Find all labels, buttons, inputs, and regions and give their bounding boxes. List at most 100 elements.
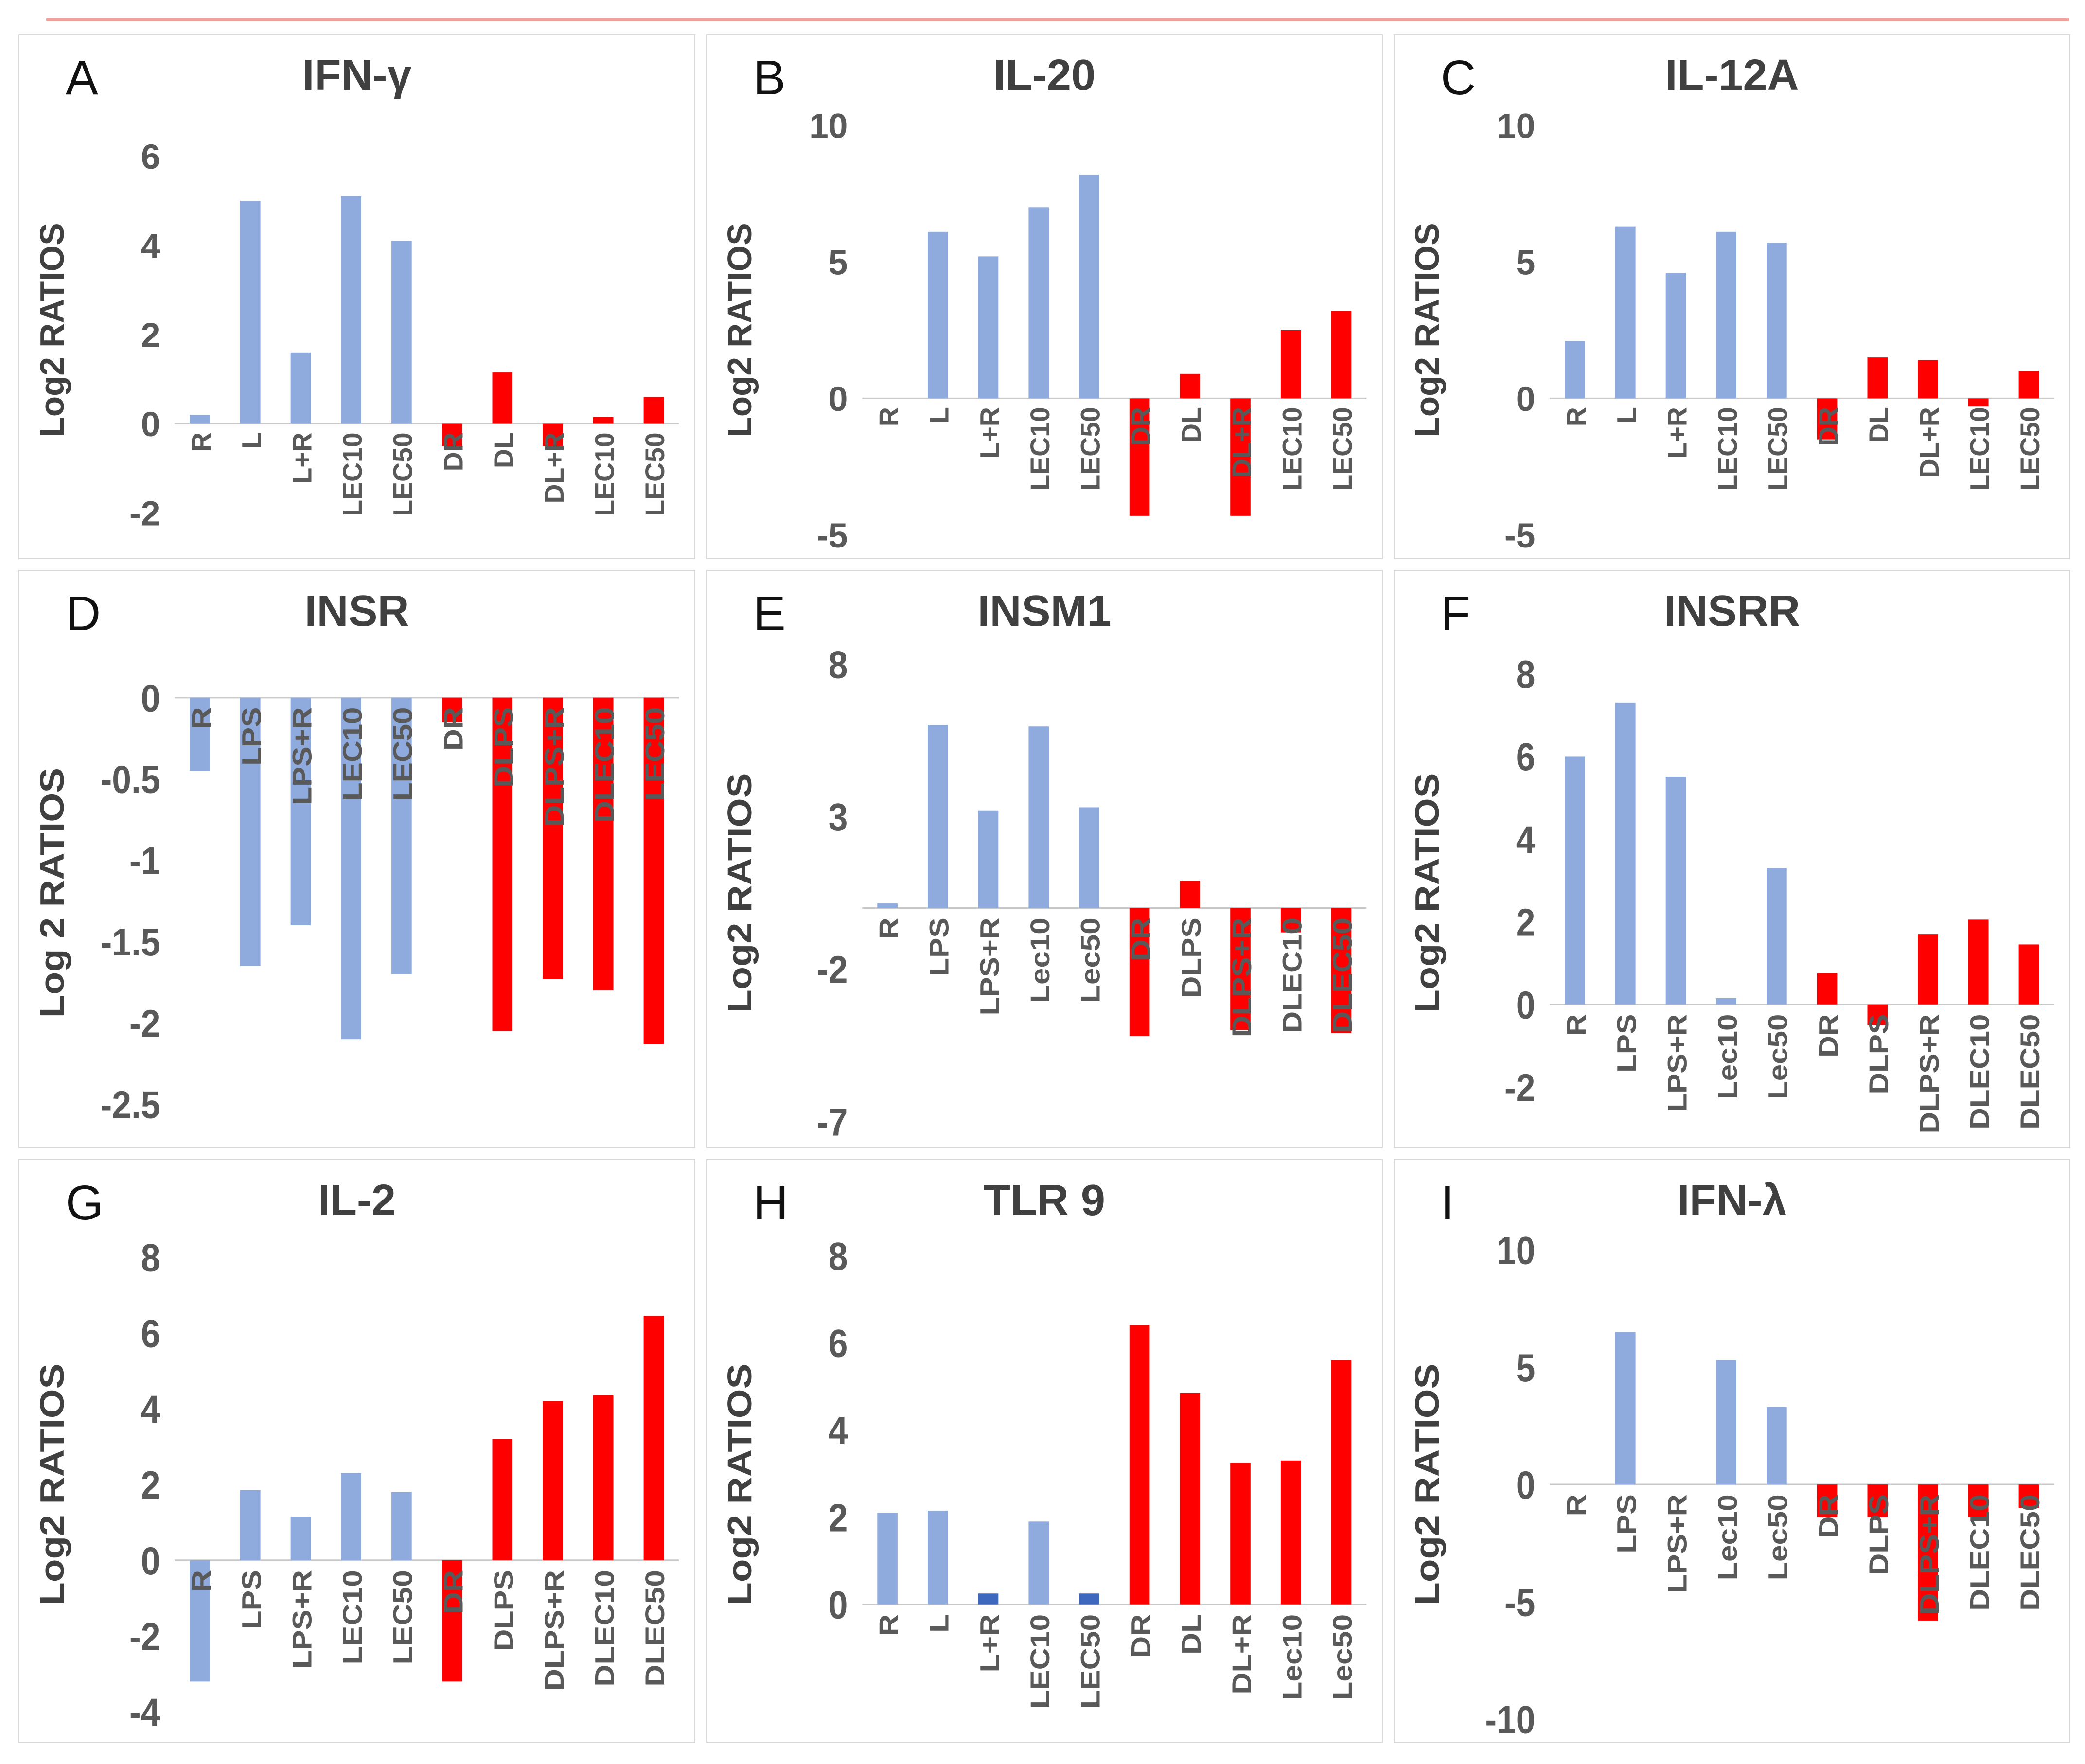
svg-text:LPS+R: LPS+R bbox=[1662, 1494, 1693, 1593]
svg-text:Log 2 RATIOS: Log 2 RATIOS bbox=[33, 768, 71, 1018]
svg-text:LPS: LPS bbox=[1611, 1494, 1642, 1553]
svg-text:10: 10 bbox=[1497, 1229, 1535, 1273]
svg-text:Lec50: Lec50 bbox=[1076, 917, 1106, 1003]
chart-title: IL-12A bbox=[1665, 51, 1799, 100]
svg-text:LEC50: LEC50 bbox=[388, 1570, 418, 1664]
svg-text:0: 0 bbox=[1516, 984, 1536, 1027]
svg-text:DLPS+R: DLPS+R bbox=[540, 707, 569, 827]
chart-title: IL-2 bbox=[318, 1176, 396, 1225]
svg-text:DLEC10: DLEC10 bbox=[1965, 1014, 1995, 1129]
panel-letter: H bbox=[753, 1176, 789, 1230]
svg-text:DLEC50: DLEC50 bbox=[2015, 1494, 2046, 1611]
svg-text:LEC50: LEC50 bbox=[1763, 407, 1793, 491]
chart-panel-ifn-gamma: A IFN-γ Log2 RATIOS 6 4 2 0 -2 R L L+R LEC10 LEC50… bbox=[18, 34, 695, 559]
svg-text:Log2 RATIOS: Log2 RATIOS bbox=[721, 1363, 759, 1605]
svg-text:5: 5 bbox=[1516, 1346, 1536, 1390]
svg-text:8: 8 bbox=[829, 1235, 848, 1279]
svg-text:DL: DL bbox=[1176, 407, 1206, 443]
svg-text:DR: DR bbox=[1813, 1494, 1844, 1538]
svg-text:Log2 RATIOS: Log2 RATIOS bbox=[33, 223, 71, 437]
panel-letter: A bbox=[66, 51, 98, 105]
chart-panel-insr: D INSR Log 2 RATIOS 0 -0.5 -1 -1.5 -2 -2.5 R LPS… bbox=[18, 570, 695, 1148]
svg-text:LEC10: LEC10 bbox=[589, 432, 619, 516]
svg-text:DR: DR bbox=[1126, 917, 1156, 961]
chart-title: IL-20 bbox=[993, 51, 1096, 100]
chart-panel-il-20: B IL-20 Log2 RATIOS 10 5 0 -5 R L L+R LEC10 LEC50… bbox=[706, 34, 1383, 559]
svg-text:-0.5: -0.5 bbox=[101, 759, 160, 801]
svg-text:LEC50: LEC50 bbox=[640, 707, 670, 801]
svg-text:DLPS: DLPS bbox=[488, 1570, 519, 1651]
panel-letter: B bbox=[753, 51, 786, 105]
bar-chart: Log2 RATIOS 8 6 4 2 0 -2 R LPS LPS+R Lec10 Lec50 DR D… bbox=[1408, 653, 2054, 1134]
svg-text:Lec50: Lec50 bbox=[1327, 1614, 1358, 1700]
svg-text:LEC50: LEC50 bbox=[388, 432, 418, 516]
svg-text:Lec10: Lec10 bbox=[1713, 1014, 1743, 1099]
svg-text:DLPS+R: DLPS+R bbox=[1914, 1494, 1944, 1615]
chart-panel-insrr: F INSRR Log2 RATIOS 8 6 4 2 0 -2 R LPS LPS+R Lec10… bbox=[1394, 570, 2070, 1148]
svg-text:0: 0 bbox=[141, 405, 160, 444]
svg-text:DLEC10: DLEC10 bbox=[1964, 1494, 1995, 1611]
svg-text:DLEC50: DLEC50 bbox=[2015, 1014, 2045, 1129]
svg-text:0: 0 bbox=[829, 1584, 848, 1627]
bar-chart: Log2 RATIOS 8 3 -2 -7 R LPS LPS+R Lec10 Lec50 DR DL… bbox=[721, 644, 1367, 1144]
svg-text:Lec50: Lec50 bbox=[1763, 1494, 1793, 1580]
svg-text:L+R: L+R bbox=[287, 432, 317, 484]
svg-text:Log2 RATIOS: Log2 RATIOS bbox=[1408, 773, 1446, 1013]
svg-text:DLPS: DLPS bbox=[1177, 917, 1206, 998]
svg-text:DR: DR bbox=[1126, 1614, 1156, 1658]
svg-text:4: 4 bbox=[1516, 819, 1536, 862]
svg-text:LPS+R: LPS+R bbox=[287, 1570, 318, 1669]
panel-letter: E bbox=[753, 586, 786, 641]
svg-text:DLPS+R: DLPS+R bbox=[1915, 1014, 1944, 1134]
svg-text:L: L bbox=[924, 407, 954, 423]
svg-text:3: 3 bbox=[829, 796, 848, 839]
svg-text:Lec50: Lec50 bbox=[1764, 1014, 1793, 1099]
svg-text:L: L bbox=[1612, 407, 1642, 423]
svg-text:Lec10: Lec10 bbox=[1025, 917, 1055, 1003]
svg-text:DLEC50: DLEC50 bbox=[640, 1570, 671, 1687]
svg-text:-5: -5 bbox=[817, 516, 848, 555]
svg-text:-4: -4 bbox=[129, 1691, 160, 1735]
svg-text:6: 6 bbox=[141, 1312, 160, 1356]
svg-text:DR: DR bbox=[1813, 407, 1843, 446]
svg-text:-10: -10 bbox=[1485, 1698, 1535, 1742]
svg-text:8: 8 bbox=[1516, 653, 1536, 696]
svg-text:LPS: LPS bbox=[1612, 1014, 1642, 1073]
svg-text:LPS: LPS bbox=[236, 1570, 267, 1629]
svg-text:R: R bbox=[187, 707, 216, 729]
svg-text:10: 10 bbox=[809, 107, 848, 146]
svg-text:L+R: L+R bbox=[974, 1614, 1005, 1673]
svg-text:LEC50: LEC50 bbox=[1075, 1614, 1106, 1709]
svg-text:4: 4 bbox=[141, 227, 160, 266]
svg-text:-5: -5 bbox=[1504, 1581, 1535, 1624]
svg-text:DLEC50: DLEC50 bbox=[1328, 917, 1358, 1033]
chart-panel-insm1: E INSM1 Log2 RATIOS 8 3 -2 -7 R LPS LPS+R Lec10 L… bbox=[706, 570, 1383, 1148]
svg-text:DL: DL bbox=[1176, 1614, 1206, 1655]
svg-text:-2: -2 bbox=[129, 494, 160, 533]
svg-text:LEC50: LEC50 bbox=[389, 707, 418, 801]
svg-text:LEC10: LEC10 bbox=[1025, 1614, 1055, 1709]
chart-panel-ifn-lambda: I IFN-λ Log2 RATIOS 10 5 0 -5 -10 R LPS LPS+R Lec… bbox=[1394, 1159, 2070, 1743]
chart-title: INSM1 bbox=[977, 587, 1112, 635]
svg-text:LPS+R: LPS+R bbox=[975, 917, 1005, 1015]
svg-text:R: R bbox=[186, 1570, 216, 1592]
top-accent-line bbox=[46, 18, 2069, 21]
svg-text:Log2 RATIOS: Log2 RATIOS bbox=[1408, 1363, 1446, 1605]
chart-panel-tlr9: H TLR 9 Log2 RATIOS 8 6 4 2 0 R L L+R LEC10 LEC50 D… bbox=[706, 1159, 1383, 1743]
svg-text:LPS: LPS bbox=[925, 917, 954, 976]
svg-text:DR: DR bbox=[1814, 1014, 1843, 1058]
svg-text:6: 6 bbox=[1516, 736, 1536, 779]
svg-text:DR: DR bbox=[1126, 407, 1156, 446]
svg-text:L+R: L+R bbox=[1662, 407, 1692, 459]
svg-text:-2: -2 bbox=[129, 1003, 160, 1045]
svg-text:DLEC10: DLEC10 bbox=[589, 1570, 620, 1687]
svg-text:LEC10: LEC10 bbox=[1025, 407, 1055, 491]
svg-text:DL+R: DL+R bbox=[539, 432, 569, 503]
bar-chart: Log2 RATIOS 10 5 0 -5 R L L+R LEC10 LEC50 DR DL DL+R… bbox=[1408, 107, 2054, 555]
svg-text:-1.5: -1.5 bbox=[101, 921, 160, 964]
svg-text:R: R bbox=[874, 917, 904, 939]
bar-chart: Log2 RATIOS 10 5 0 -5 R L L+R LEC10 LEC50 DR DL DL+R… bbox=[721, 107, 1367, 555]
svg-text:DLPS+R: DLPS+R bbox=[539, 1570, 569, 1691]
